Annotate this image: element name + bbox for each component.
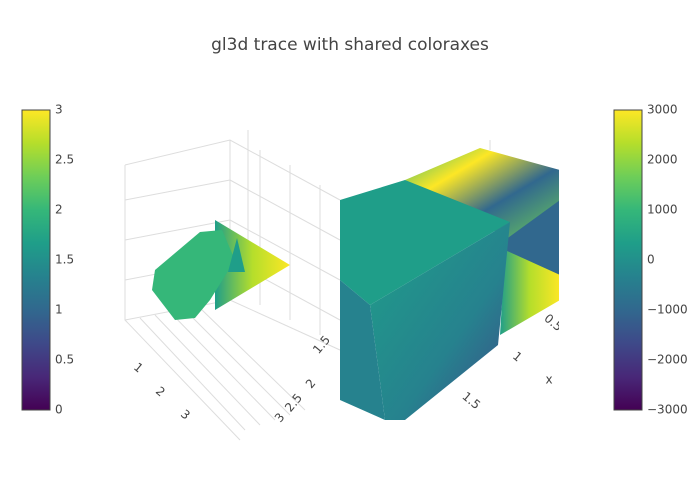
- axis-tick-label: 1.5: [310, 333, 333, 357]
- axis-tick-label: 3: [178, 407, 193, 423]
- colorbar-tick-label: 3: [55, 103, 63, 117]
- colorbar-tick-label: 0: [55, 403, 63, 417]
- surface: [370, 222, 510, 420]
- colorbar-tick-label: −1000: [647, 303, 688, 317]
- scene-2: [340, 140, 559, 420]
- colorbar-tick-label: 1000: [647, 203, 678, 217]
- colorbar-tick-label: 1: [55, 303, 63, 317]
- axis-tick-label: 0.5: [542, 311, 566, 334]
- surface: [228, 238, 245, 272]
- colorbar-tick-label: 1.5: [55, 253, 74, 267]
- scene-1: [124, 130, 341, 441]
- colorbar-tick-label: −3000: [647, 403, 688, 417]
- surface: [152, 230, 235, 320]
- axis-tick-label: 1: [510, 349, 525, 365]
- colorbar-tick-label: 0: [647, 253, 655, 267]
- colorbar-tick-label: 2.5: [55, 153, 74, 167]
- axis-tick-label: 1.5: [460, 389, 484, 412]
- axis-tick-label: 2: [303, 376, 319, 391]
- colorbar-tick-label: 2: [55, 203, 63, 217]
- surface: [215, 220, 290, 310]
- colorbar-tick-label: 2000: [647, 153, 678, 167]
- surface: [405, 148, 559, 240]
- surface: [340, 180, 510, 305]
- axis-tick-label: 2: [153, 384, 168, 400]
- axis-title: x: [545, 373, 552, 387]
- colorbar: [613, 109, 643, 411]
- colorbar-tick-label: 0.5: [55, 353, 74, 367]
- surface: [505, 200, 559, 275]
- chart-title: gl3d trace with shared coloraxes: [211, 35, 489, 55]
- axis-tick-label: 1: [131, 360, 146, 376]
- axis-tick-label: 3: [272, 410, 288, 425]
- colorbar: [21, 109, 51, 411]
- surface: [340, 280, 385, 420]
- colorbar-tick-label: 3000: [647, 103, 678, 117]
- surface: [500, 250, 559, 335]
- colorbar-tick-label: −2000: [647, 353, 688, 367]
